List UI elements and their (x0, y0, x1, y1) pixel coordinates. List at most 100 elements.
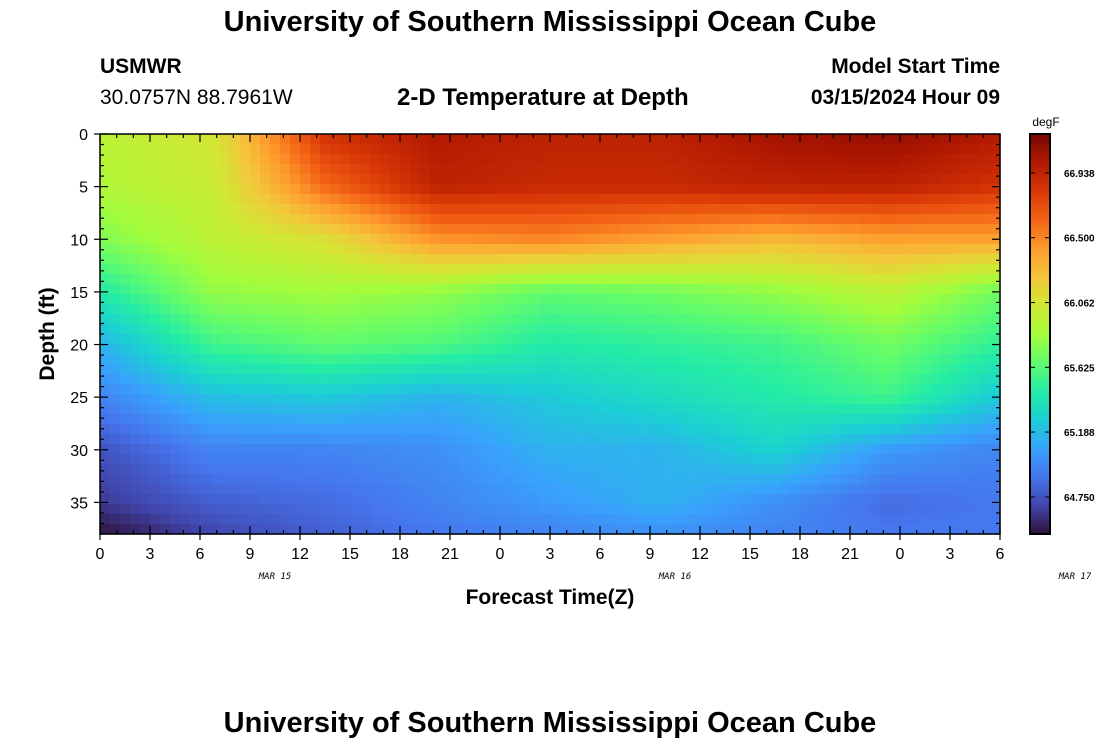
heatmap-cell (110, 264, 121, 275)
heatmap-cell (150, 194, 161, 205)
heatmap-cell (660, 474, 671, 485)
heatmap-cell (200, 274, 211, 285)
heatmap-cell (270, 364, 281, 375)
heatmap-cell (680, 134, 691, 145)
heatmap-cell (540, 174, 551, 185)
heatmap-cell (230, 374, 241, 385)
heatmap-cell (100, 294, 111, 305)
heatmap-cell (180, 504, 191, 515)
heatmap-cell (280, 134, 291, 145)
heatmap-cell (420, 224, 431, 235)
heatmap-cell (390, 414, 401, 425)
heatmap-cell (710, 194, 721, 205)
heatmap-cell (210, 454, 221, 465)
heatmap-cell (520, 354, 531, 365)
heatmap-cell (460, 244, 471, 255)
heatmap-cell (760, 334, 771, 345)
heatmap-cell (260, 444, 271, 455)
heatmap-cell (200, 304, 211, 315)
heatmap-cell (200, 144, 211, 155)
heatmap-cell (330, 234, 341, 245)
heatmap-cell (630, 364, 641, 375)
heatmap-cell (310, 394, 321, 405)
heatmap-cell (250, 364, 261, 375)
heatmap-cell (520, 374, 531, 385)
heatmap-cell (860, 384, 871, 395)
heatmap-cell (270, 294, 281, 305)
heatmap-cell (380, 324, 391, 335)
heatmap-cell (640, 214, 651, 225)
heatmap-cell (570, 234, 581, 245)
heatmap-cell (480, 374, 491, 385)
heatmap-cell (210, 474, 221, 485)
heatmap-cell (680, 394, 691, 405)
heatmap-cell (600, 224, 611, 235)
heatmap-cell (440, 174, 451, 185)
heatmap-cell (810, 494, 821, 505)
heatmap-cell (280, 224, 291, 235)
heatmap-cell (920, 504, 931, 515)
heatmap-cell (820, 414, 831, 425)
heatmap-cell (350, 204, 361, 215)
heatmap-cell (370, 244, 381, 255)
heatmap-cell (110, 414, 121, 425)
heatmap-cell (540, 204, 551, 215)
heatmap-cell (820, 394, 831, 405)
heatmap-cell (390, 474, 401, 485)
heatmap-cell (990, 494, 1001, 505)
heatmap-cell (960, 404, 971, 415)
heatmap-cell (600, 394, 611, 405)
heatmap-cell (180, 324, 191, 335)
heatmap-cell (150, 134, 161, 145)
heatmap-cell (580, 524, 591, 535)
heatmap-cell (690, 334, 701, 345)
heatmap-cell (930, 294, 941, 305)
heatmap-cell (650, 164, 661, 175)
heatmap-cell (800, 464, 811, 475)
heatmap-cell (470, 524, 481, 535)
heatmap-cell (480, 314, 491, 325)
heatmap-cell (530, 244, 541, 255)
heatmap-cell (190, 504, 201, 515)
colorbar-tick-label: 66.938 (1064, 169, 1095, 180)
heatmap-cell (290, 524, 301, 535)
heatmap-cell (500, 344, 511, 355)
heatmap-cell (390, 204, 401, 215)
heatmap-cell (790, 294, 801, 305)
heatmap-cell (180, 304, 191, 315)
heatmap-cell (130, 304, 141, 315)
y-tick-label: 15 (70, 285, 88, 302)
heatmap-cell (630, 374, 641, 385)
heatmap-cell (400, 384, 411, 395)
heatmap-cell (100, 414, 111, 425)
heatmap-cell (910, 164, 921, 175)
heatmap-cell (630, 354, 641, 365)
heatmap-cell (400, 504, 411, 515)
heatmap-cell (250, 424, 261, 435)
heatmap-cell (910, 314, 921, 325)
heatmap-cell (160, 394, 171, 405)
heatmap-cell (930, 514, 941, 525)
heatmap-cell (990, 204, 1001, 215)
heatmap-cell (280, 434, 291, 445)
heatmap-cell (250, 514, 261, 525)
heatmap-cell (750, 254, 761, 265)
heatmap-cell (720, 174, 731, 185)
heatmap-cell (760, 174, 771, 185)
heatmap-cell (960, 414, 971, 425)
heatmap-cell (500, 484, 511, 495)
heatmap-cell (920, 244, 931, 255)
heatmap-cell (470, 164, 481, 175)
heatmap-cell (640, 264, 651, 275)
heatmap-cell (830, 294, 841, 305)
heatmap-cell (820, 494, 831, 505)
heatmap-cell (570, 144, 581, 155)
heatmap-cell (200, 494, 211, 505)
heatmap-cell (820, 174, 831, 185)
heatmap-cell (940, 364, 951, 375)
heatmap-cell (600, 454, 611, 465)
heatmap-cell (590, 244, 601, 255)
heatmap-cell (400, 344, 411, 355)
heatmap-cell (490, 444, 501, 455)
heatmap-cell (700, 334, 711, 345)
